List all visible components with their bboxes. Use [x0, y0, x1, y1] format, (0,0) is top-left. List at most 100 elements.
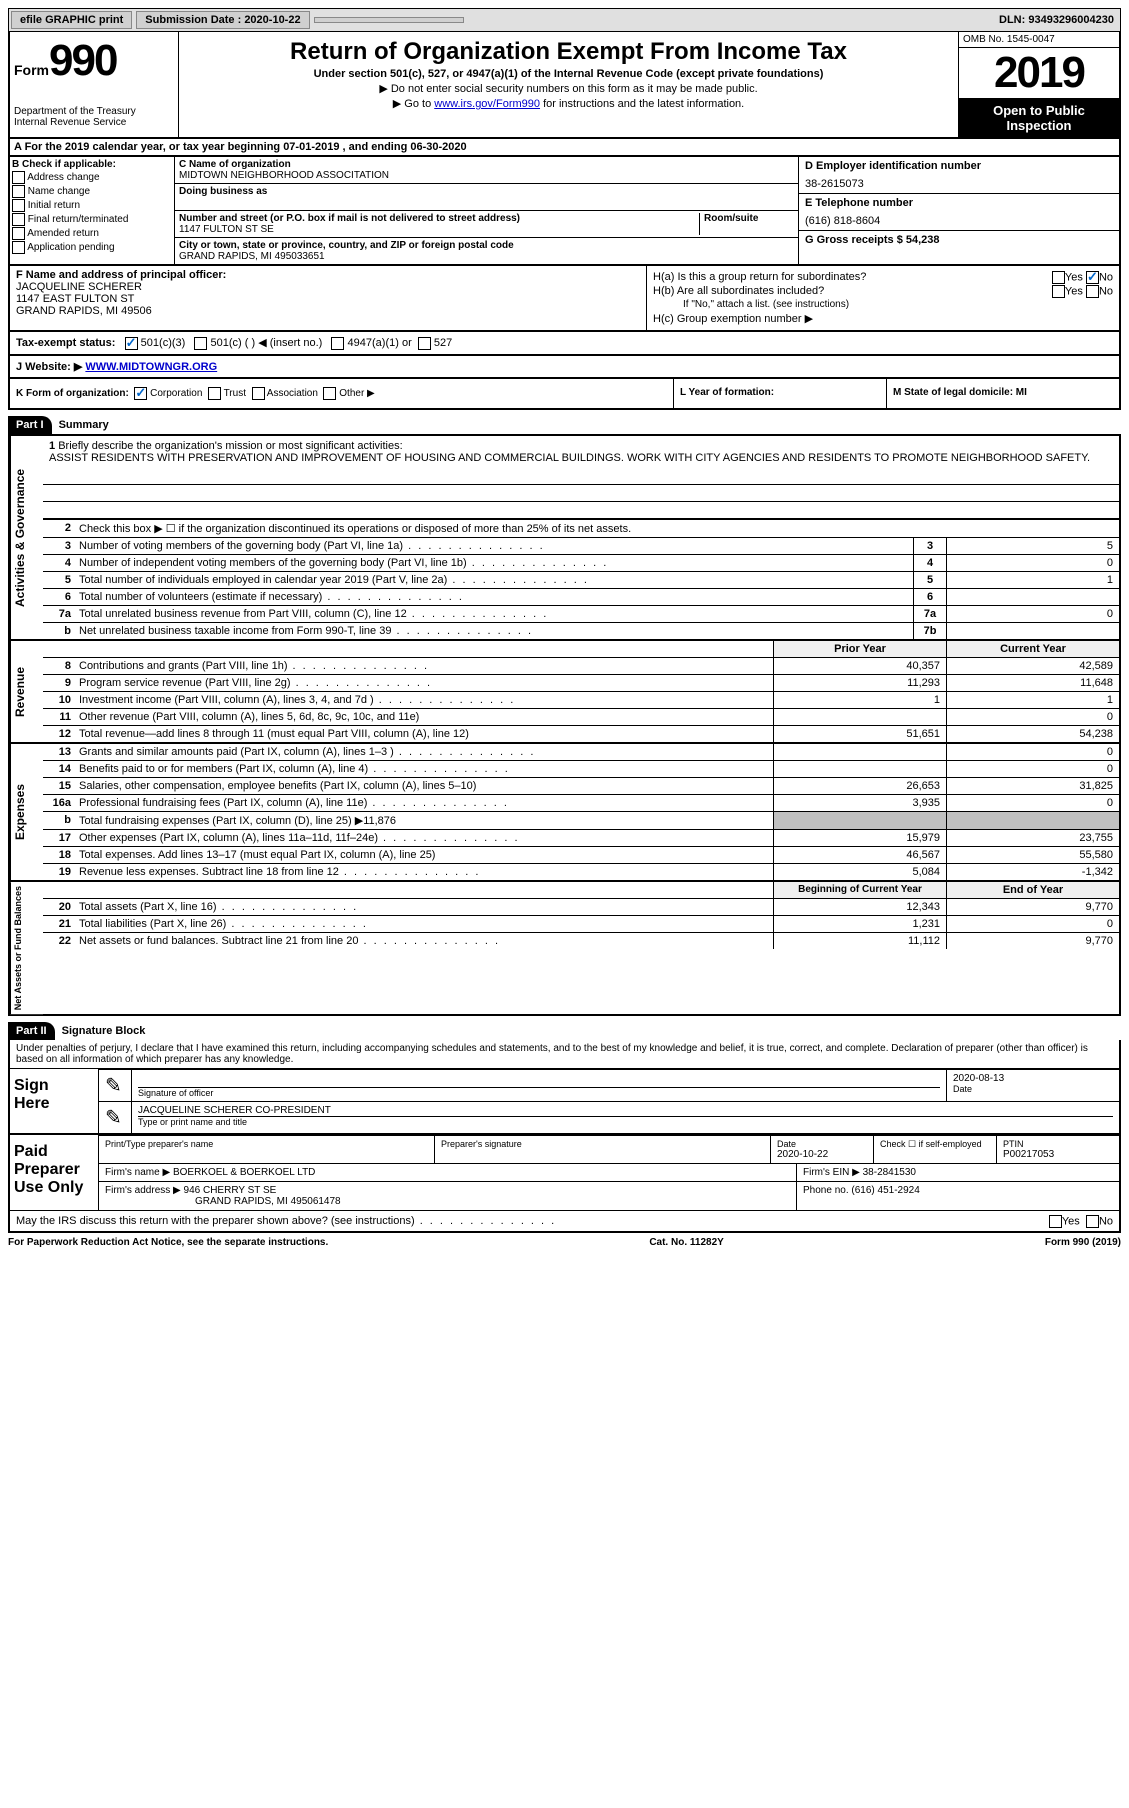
year-formation-label: L Year of formation: [680, 387, 774, 398]
dba-label: Doing business as [179, 186, 794, 197]
officer-addr2: GRAND RAPIDS, MI 49506 [16, 305, 640, 317]
checkbox-final-return[interactable] [12, 213, 25, 226]
lbl-trust: Trust [224, 388, 246, 399]
lbl-no: No [1099, 271, 1113, 283]
check-if-applicable: B Check if applicable: Address change Na… [10, 157, 175, 264]
inspect-line2: Inspection [963, 118, 1115, 133]
checkbox-trust[interactable] [208, 387, 221, 400]
lbl-final-return: Final return/terminated [28, 214, 129, 225]
summary-block: Activities & Governance 1 Briefly descri… [8, 434, 1121, 1016]
inspect-line1: Open to Public [963, 103, 1115, 118]
checkbox-4947[interactable] [331, 337, 344, 350]
checkbox-hb-yes[interactable] [1052, 285, 1065, 298]
lbl-yes: Yes [1065, 271, 1083, 283]
checkbox-corporation[interactable] [134, 387, 147, 400]
checkbox-other[interactable] [323, 387, 336, 400]
website-row: J Website: ▶ WWW.MIDTOWNGR.ORG [8, 356, 1121, 379]
lbl-501c-other: 501(c) ( ) ◀ (insert no.) [211, 337, 323, 349]
form-number: 990 [49, 36, 116, 85]
ptin-value: P00217053 [1003, 1149, 1113, 1160]
checkbox-discuss-no[interactable] [1086, 1215, 1099, 1228]
self-employed-label: Check ☐ if self-employed [880, 1139, 990, 1150]
firm-phone-value: (616) 451-2924 [851, 1185, 919, 1196]
line21-text: Total liabilities (Part X, line 26) [75, 916, 773, 932]
checkbox-application-pending[interactable] [12, 241, 25, 254]
line5-text: Total number of individuals employed in … [75, 572, 913, 588]
pen-icon: ✎ [99, 1070, 132, 1101]
telephone-label: E Telephone number [805, 197, 1113, 209]
firm-addr-label: Firm's address ▶ [105, 1185, 181, 1196]
lbl-address-change: Address change [27, 172, 99, 183]
hc-label: H(c) Group exemption number ▶ [653, 312, 1113, 325]
checkbox-ha-no[interactable] [1086, 271, 1099, 284]
checkbox-527[interactable] [418, 337, 431, 350]
lbl-yes2: Yes [1065, 285, 1083, 297]
line8-curr: 42,589 [946, 658, 1119, 674]
group-return-block: H(a) Is this a group return for subordin… [647, 266, 1119, 330]
checkbox-hb-no[interactable] [1086, 285, 1099, 298]
line6-val [946, 589, 1119, 605]
line22-num: 22 [43, 933, 75, 949]
checkbox-amended-return[interactable] [12, 227, 25, 240]
line15-curr: 31,825 [946, 778, 1119, 794]
line7b-text: Net unrelated business taxable income fr… [75, 623, 913, 639]
page-footer: For Paperwork Reduction Act Notice, see … [8, 1237, 1121, 1248]
submission-date-button[interactable]: Submission Date : 2020-10-22 [136, 11, 309, 29]
net-hdr-blank [43, 882, 75, 898]
form-title: Return of Organization Exempt From Incom… [187, 38, 950, 66]
line9-num: 9 [43, 675, 75, 691]
website-link[interactable]: WWW.MIDTOWNGR.ORG [85, 361, 217, 373]
preparer-sig-label: Preparer's signature [441, 1139, 764, 1149]
line21-prior: 1,231 [773, 916, 946, 932]
line6-text: Total number of volunteers (estimate if … [75, 589, 913, 605]
hb-note: If "No," attach a list. (see instruction… [653, 299, 1113, 310]
line10-num: 10 [43, 692, 75, 708]
tax-exempt-status: Tax-exempt status: 501(c)(3) 501(c) ( ) … [8, 332, 1121, 356]
officer-addr1: 1147 EAST FULTON ST [16, 293, 640, 305]
line20-text: Total assets (Part X, line 16) [75, 899, 773, 915]
line3-val: 5 [946, 538, 1119, 554]
line2-text: Check this box ▶ ☐ if the organization d… [75, 520, 1119, 537]
lbl-discuss-yes: Yes [1062, 1215, 1080, 1227]
line18-num: 18 [43, 847, 75, 863]
checkbox-initial-return[interactable] [12, 199, 25, 212]
line15-num: 15 [43, 778, 75, 794]
checkbox-discuss-yes[interactable] [1049, 1215, 1062, 1228]
current-year-header: Current Year [946, 641, 1119, 657]
line12-prior: 51,651 [773, 726, 946, 742]
checkbox-association[interactable] [252, 387, 265, 400]
line4-text: Number of independent voting members of … [75, 555, 913, 571]
checkbox-name-change[interactable] [12, 185, 25, 198]
checkbox-ha-yes[interactable] [1052, 271, 1065, 284]
sub3-post: for instructions and the latest informat… [540, 98, 744, 110]
line16b-curr [946, 812, 1119, 829]
preparer-name-label: Print/Type preparer's name [105, 1139, 428, 1149]
line16b-text: Total fundraising expenses (Part IX, col… [75, 812, 773, 829]
sub3-pre: ▶ Go to [393, 98, 434, 110]
line18-prior: 46,567 [773, 847, 946, 863]
line21-num: 21 [43, 916, 75, 932]
instructions-link[interactable]: www.irs.gov/Form990 [434, 98, 540, 110]
officer-name: JACQUELINE SCHERER [16, 281, 640, 293]
type-print-label: Type or print name and title [138, 1117, 1113, 1127]
prep-date-value: 2020-10-22 [777, 1149, 867, 1160]
state-domicile-label: M State of legal domicile: MI [893, 387, 1027, 398]
line10-prior: 1 [773, 692, 946, 708]
blank-line-3 [43, 502, 1119, 519]
beginning-year-header: Beginning of Current Year [773, 882, 946, 898]
checkbox-501c3[interactable] [125, 337, 138, 350]
side-expenses: Expenses [10, 744, 43, 880]
line17-prior: 15,979 [773, 830, 946, 846]
line14-curr: 0 [946, 761, 1119, 777]
footer-left: For Paperwork Reduction Act Notice, see … [8, 1237, 328, 1248]
line15-text: Salaries, other compensation, employee b… [75, 778, 773, 794]
line7a-val: 0 [946, 606, 1119, 622]
line7a-num: 7a [43, 606, 75, 622]
checkbox-address-change[interactable] [12, 171, 25, 184]
checkbox-501c-other[interactable] [194, 337, 207, 350]
line16a-prior: 3,935 [773, 795, 946, 811]
signature-block: Under penalties of perjury, I declare th… [8, 1040, 1121, 1233]
efile-button[interactable]: efile GRAPHIC print [11, 11, 132, 29]
line22-curr: 9,770 [946, 933, 1119, 949]
line8-num: 8 [43, 658, 75, 674]
